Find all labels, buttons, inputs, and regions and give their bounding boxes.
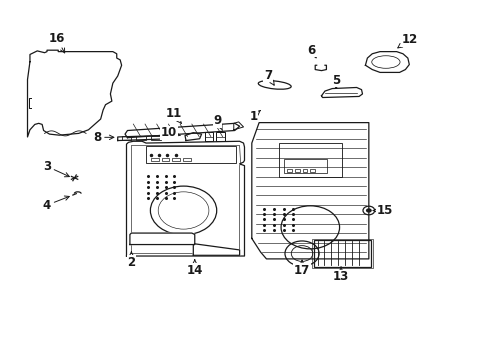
Bar [310,170,315,172]
Text: 12: 12 [397,33,417,48]
Polygon shape [365,51,408,72]
Bar [286,170,291,172]
Text: 10: 10 [161,126,180,139]
Polygon shape [118,135,170,140]
Bar [216,132,224,141]
Bar [151,158,158,161]
Bar [122,136,131,140]
Text: 4: 4 [43,196,69,212]
Polygon shape [193,244,239,255]
Text: 8: 8 [93,131,114,144]
Polygon shape [125,123,239,138]
Text: 5: 5 [331,74,340,89]
Polygon shape [251,123,368,259]
Bar [172,158,180,161]
Text: 9: 9 [213,114,222,130]
Polygon shape [184,133,201,140]
Text: 7: 7 [264,69,274,85]
Text: 6: 6 [307,44,316,58]
Text: 15: 15 [372,204,392,217]
Bar [278,143,341,177]
Bar [311,239,372,268]
Bar [204,132,213,141]
Bar [161,158,169,161]
Polygon shape [321,87,362,98]
Text: 2: 2 [127,252,135,269]
Bar [183,158,190,161]
Bar [151,136,160,140]
Bar [302,170,307,172]
Text: 13: 13 [332,267,348,283]
Bar [146,145,236,163]
Text: 17: 17 [293,260,309,277]
Text: 16: 16 [48,32,65,53]
Text: 14: 14 [186,260,203,277]
Bar [313,240,370,267]
Polygon shape [130,233,194,244]
Polygon shape [233,122,243,130]
Text: 3: 3 [43,160,69,177]
Text: 1: 1 [249,110,260,123]
Polygon shape [126,141,244,256]
Bar [283,159,327,173]
Bar [294,170,299,172]
Text: 11: 11 [165,107,182,123]
Circle shape [365,208,371,213]
Bar [136,136,146,140]
